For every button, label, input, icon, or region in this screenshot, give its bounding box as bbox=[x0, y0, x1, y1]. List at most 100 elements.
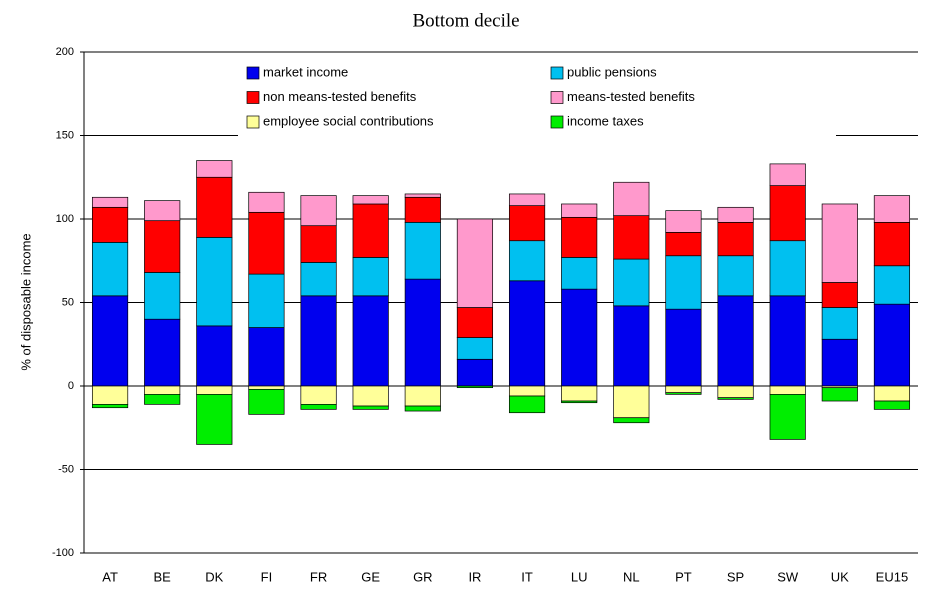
bar-segment bbox=[821, 338, 858, 387]
bar-segment bbox=[144, 318, 181, 387]
bar-segment bbox=[352, 405, 389, 410]
bar-segment bbox=[91, 385, 129, 405]
legend-label: market income bbox=[263, 64, 348, 79]
bar-segment bbox=[613, 215, 650, 260]
bar-segment bbox=[821, 282, 858, 308]
bar-segment bbox=[561, 257, 598, 290]
bar-segment bbox=[404, 385, 441, 407]
x-tick-label: GR bbox=[413, 569, 433, 584]
x-tick-label: IR bbox=[468, 569, 481, 584]
y-tick-label: 200 bbox=[56, 46, 74, 58]
bar-segment bbox=[91, 206, 129, 243]
bar-segment bbox=[300, 195, 337, 227]
bar-segment bbox=[665, 210, 702, 233]
bar-segment bbox=[352, 385, 389, 407]
bar-segment bbox=[561, 216, 598, 258]
bar-segment bbox=[821, 203, 858, 283]
bar-segment bbox=[456, 307, 494, 338]
bar-segment bbox=[561, 400, 598, 404]
y-tick-label: -50 bbox=[58, 463, 74, 475]
y-tick-label: 100 bbox=[56, 213, 74, 225]
bar-segment bbox=[508, 385, 546, 397]
legend-label: income taxes bbox=[567, 113, 644, 128]
x-tick-label: GE bbox=[361, 569, 380, 584]
x-tick-label: AT bbox=[102, 569, 118, 584]
bar-segment bbox=[769, 385, 806, 395]
x-tick-label: SW bbox=[777, 569, 799, 584]
legend-swatch bbox=[246, 115, 260, 129]
bar-segment bbox=[665, 232, 702, 257]
y-tick-label: 0 bbox=[68, 380, 74, 392]
bar-segment bbox=[769, 394, 806, 440]
bar-segment bbox=[561, 385, 598, 402]
x-tick-label: UK bbox=[831, 569, 849, 584]
legend-label: means-tested benefits bbox=[567, 89, 695, 104]
bar-segment bbox=[717, 295, 754, 387]
x-tick-label: NL bbox=[623, 569, 640, 584]
bar-segment bbox=[665, 392, 702, 395]
bar-segment bbox=[352, 195, 389, 205]
bar-segment bbox=[144, 200, 181, 222]
bar-segment bbox=[508, 205, 546, 242]
bar-segment bbox=[352, 203, 389, 258]
bar-segment bbox=[91, 196, 129, 208]
bar-segment bbox=[404, 221, 441, 280]
bar-segment bbox=[717, 221, 754, 257]
bar-segment bbox=[404, 405, 441, 412]
legend-swatch bbox=[550, 91, 564, 104]
chart-title: Bottom decile bbox=[412, 10, 519, 31]
legend-swatch bbox=[550, 66, 564, 80]
x-tick-label: DK bbox=[205, 569, 223, 584]
legend-box bbox=[238, 60, 836, 142]
bar-segment bbox=[91, 295, 129, 387]
bar-segment bbox=[508, 395, 546, 414]
bar-segment bbox=[144, 220, 181, 273]
legend-swatch bbox=[246, 66, 260, 80]
bar-segment bbox=[561, 203, 598, 218]
bar-segment bbox=[717, 206, 754, 223]
bar-segment bbox=[144, 385, 181, 395]
x-tick-label: PT bbox=[675, 569, 692, 584]
bar-segment bbox=[456, 337, 494, 360]
bar-segment bbox=[352, 257, 389, 297]
x-tick-label: BE bbox=[154, 569, 172, 584]
bar-segment bbox=[404, 196, 441, 223]
bar-segment bbox=[821, 387, 858, 402]
legend-label: non means-tested benefits bbox=[263, 89, 417, 104]
bar-segment bbox=[561, 288, 598, 387]
bar-segment bbox=[248, 388, 285, 415]
bar-segment bbox=[196, 237, 233, 327]
bar-segment bbox=[821, 307, 858, 340]
x-tick-label: SP bbox=[727, 569, 744, 584]
bar-segment bbox=[456, 218, 494, 308]
bar-segment bbox=[196, 160, 233, 178]
bar-segment bbox=[144, 272, 181, 320]
bar-segment bbox=[456, 385, 494, 389]
bar-segment bbox=[769, 240, 806, 297]
bar-segment bbox=[404, 193, 441, 198]
bar-segment bbox=[873, 221, 911, 267]
y-tick-label: 150 bbox=[56, 129, 74, 141]
y-tick-label: -100 bbox=[52, 547, 74, 559]
bar-segment bbox=[196, 176, 233, 238]
bar-segment bbox=[300, 225, 337, 263]
bar-segment bbox=[769, 295, 806, 387]
bar-segment bbox=[300, 404, 337, 410]
bar-segment bbox=[873, 400, 911, 410]
legend-swatch bbox=[246, 91, 260, 104]
bar-segment bbox=[769, 163, 806, 186]
bar-segment bbox=[248, 191, 285, 213]
bar-segment bbox=[613, 385, 650, 419]
bar-segment bbox=[352, 295, 389, 387]
bar-segment bbox=[613, 258, 650, 307]
legend-label: public pensions bbox=[567, 64, 657, 79]
legend-swatch bbox=[550, 115, 564, 129]
bar-segment bbox=[456, 358, 494, 387]
bar-segment bbox=[248, 327, 285, 387]
bar-segment bbox=[769, 185, 806, 242]
bar-segment bbox=[91, 404, 129, 409]
legend-label: employee social contributions bbox=[263, 113, 434, 128]
y-axis-title: % of disposable income bbox=[18, 233, 33, 370]
bar-segment bbox=[613, 417, 650, 424]
